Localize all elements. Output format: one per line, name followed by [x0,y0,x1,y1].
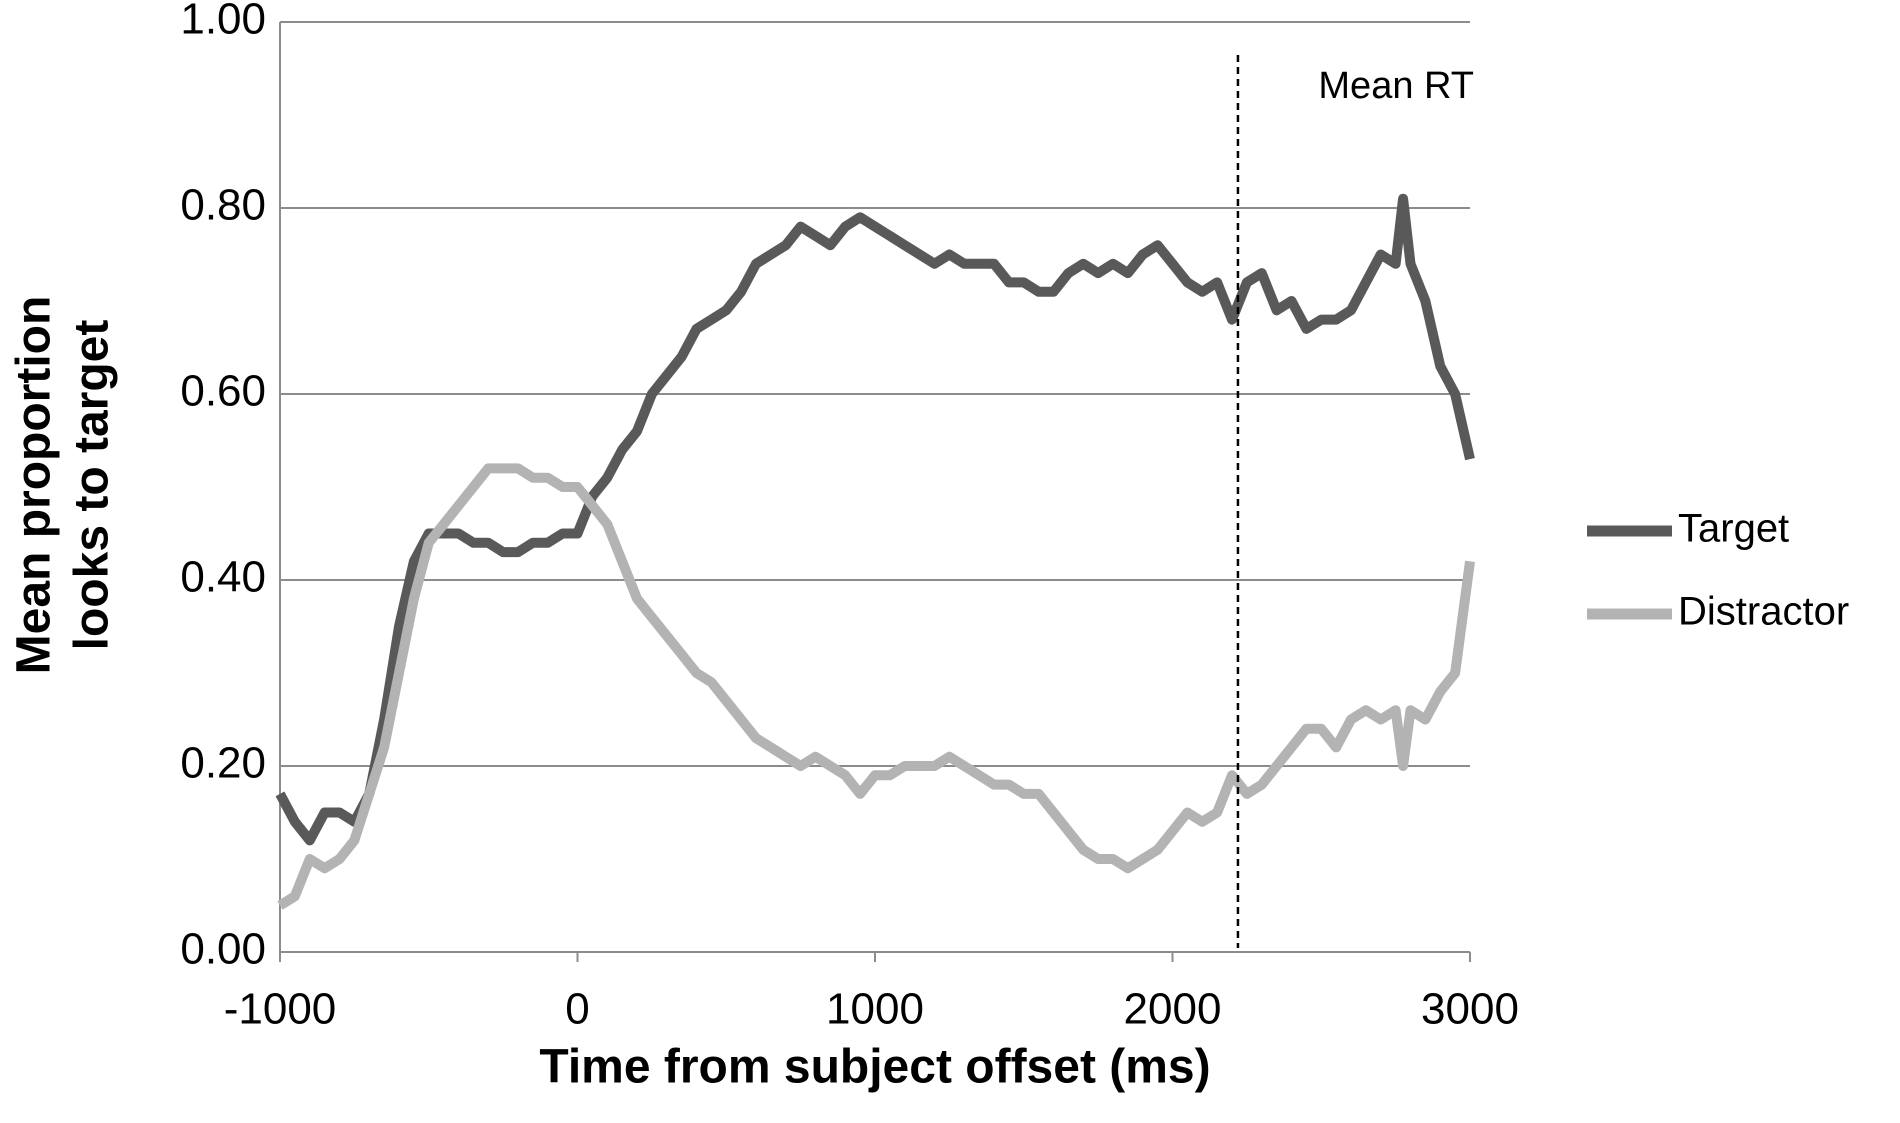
x-tick-label: 1000 [826,985,924,1034]
y-axis-title-line: Mean proportion [8,296,61,675]
y-tick-label: 0.00 [180,925,266,974]
y-tick-label: 0.80 [180,181,266,230]
y-tick-label: 0.60 [180,367,266,416]
x-axis-title: Time from subject offset (ms) [539,1041,1210,1094]
y-tick-label: 0.20 [180,739,266,788]
y-tick-label: 0.40 [180,553,266,602]
x-tick-label: 2000 [1124,985,1222,1034]
legend-label: Distractor [1678,590,1849,634]
legend-label: Target [1678,507,1789,551]
x-tick-label: 0 [565,985,589,1034]
y-axis-title-line: looks to target [66,320,119,651]
y-tick-label: 1.00 [180,0,266,44]
x-tick-label: 3000 [1421,985,1519,1034]
mean-rt-label: Mean RT [1318,65,1474,107]
series-line [277,463,1475,910]
y-axis-title: Mean proportion looks to target [8,296,119,675]
series-line [275,193,1475,846]
x-tick-label: -1000 [224,985,337,1034]
